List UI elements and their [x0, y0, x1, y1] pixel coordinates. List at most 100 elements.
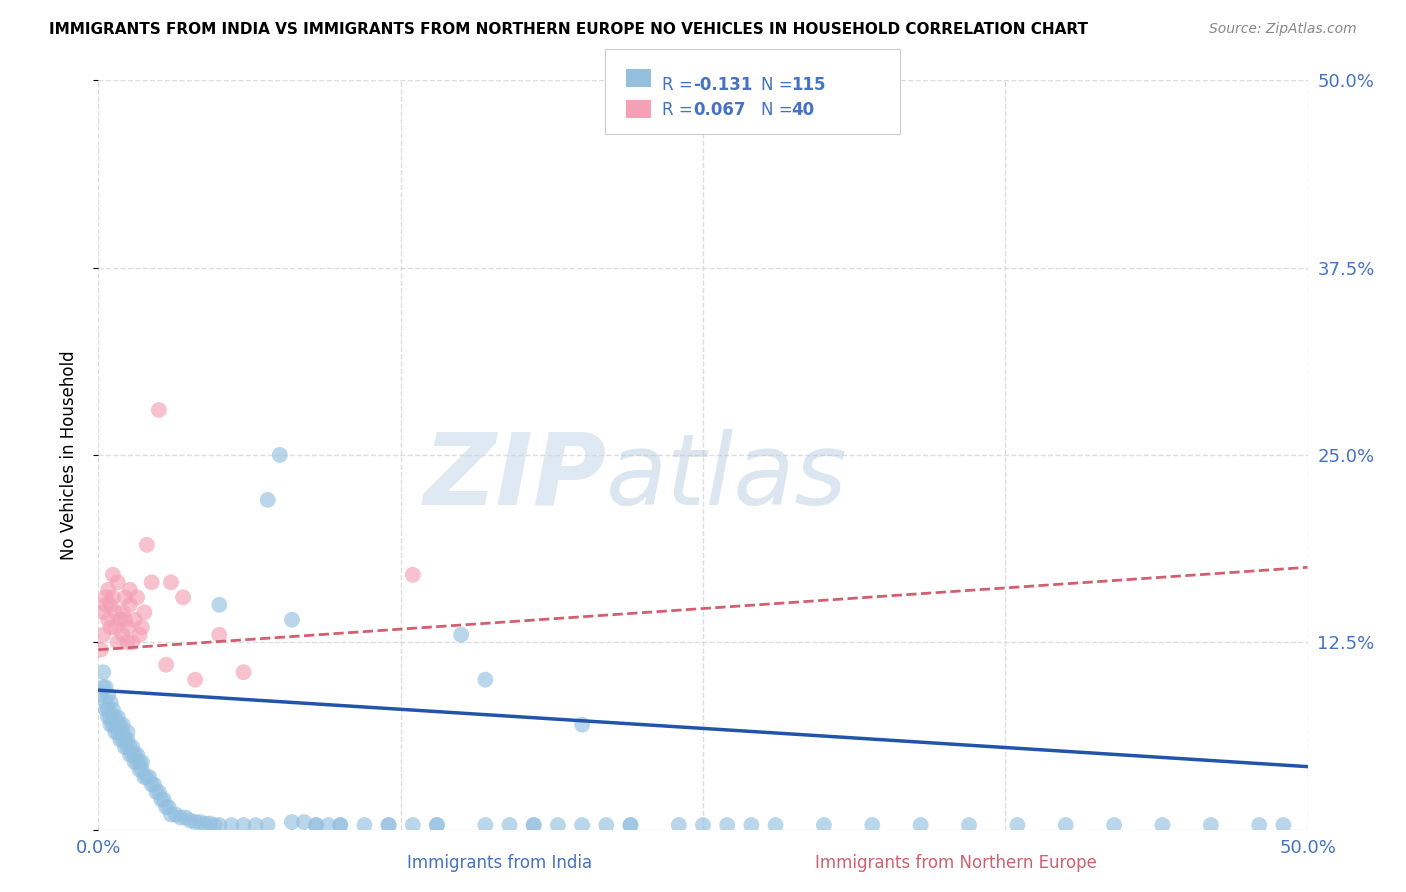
Point	[94, 703, 117, 717]
Text: 0.067: 0.067	[693, 101, 745, 119]
Point	[97, 703, 120, 717]
Point	[957, 818, 980, 832]
Point	[100, 717, 122, 731]
Point	[108, 725, 131, 739]
Point	[127, 591, 149, 605]
Point	[131, 620, 153, 634]
Text: Source: ZipAtlas.com: Source: ZipAtlas.com	[1209, 22, 1357, 37]
Point	[111, 725, 134, 739]
Point	[91, 680, 114, 694]
Point	[104, 605, 127, 619]
Point	[402, 818, 425, 832]
Point	[305, 818, 328, 832]
Point	[117, 740, 139, 755]
Point	[101, 703, 124, 717]
Point	[316, 818, 339, 832]
Point	[101, 710, 124, 724]
Point	[128, 628, 150, 642]
Point	[619, 818, 641, 832]
Point	[101, 567, 124, 582]
Point	[305, 818, 328, 832]
Point	[117, 732, 139, 747]
Point	[104, 725, 127, 739]
Point	[1102, 818, 1125, 832]
Point	[571, 717, 593, 731]
Point	[100, 620, 122, 634]
Point	[377, 818, 399, 832]
Point	[107, 635, 129, 649]
Point	[281, 815, 304, 830]
Point	[111, 732, 134, 747]
Point	[172, 591, 194, 605]
Point	[1199, 818, 1222, 832]
Point	[107, 575, 129, 590]
Point	[174, 811, 197, 825]
Point	[692, 818, 714, 832]
Point	[107, 717, 129, 731]
Point	[107, 710, 129, 724]
Text: atlas: atlas	[606, 429, 848, 526]
Point	[179, 814, 201, 828]
Point	[100, 695, 122, 709]
Point	[148, 785, 170, 799]
Point	[281, 613, 304, 627]
Point	[165, 807, 187, 822]
Point	[141, 575, 163, 590]
Point	[104, 710, 127, 724]
Point	[114, 740, 136, 755]
Point	[547, 818, 569, 832]
Point	[184, 815, 207, 830]
Point	[184, 673, 207, 687]
Point	[813, 818, 835, 832]
Point	[402, 567, 425, 582]
Point	[114, 591, 136, 605]
Point	[114, 732, 136, 747]
Point	[377, 818, 399, 832]
Point	[160, 807, 183, 822]
Point	[90, 642, 112, 657]
Point	[292, 815, 315, 830]
Text: 40: 40	[792, 101, 814, 119]
Point	[111, 628, 134, 642]
Point	[1054, 818, 1077, 832]
Point	[765, 818, 787, 832]
Point	[716, 818, 738, 832]
Point	[118, 598, 141, 612]
Point	[232, 818, 254, 832]
Point	[1272, 818, 1295, 832]
Point	[256, 492, 278, 507]
Point	[97, 582, 120, 597]
Point	[111, 605, 134, 619]
Point	[134, 770, 156, 784]
Point	[668, 818, 690, 832]
Point	[91, 605, 114, 619]
Point	[108, 717, 131, 731]
Point	[426, 818, 449, 832]
Point	[94, 680, 117, 694]
Point	[94, 695, 117, 709]
Point	[208, 598, 231, 612]
Point	[157, 800, 180, 814]
Point	[91, 628, 114, 642]
Text: 115: 115	[792, 76, 827, 94]
Point	[127, 755, 149, 769]
Point	[111, 717, 134, 731]
Point	[450, 628, 472, 642]
Point	[138, 770, 160, 784]
Point	[523, 818, 546, 832]
Point	[353, 818, 375, 832]
Point	[204, 818, 226, 832]
Text: N =: N =	[761, 76, 797, 94]
Point	[135, 770, 157, 784]
Text: Immigrants from Northern Europe: Immigrants from Northern Europe	[815, 855, 1097, 872]
Point	[91, 665, 114, 680]
Point	[90, 688, 112, 702]
Point	[107, 725, 129, 739]
Point	[104, 717, 127, 731]
Point	[145, 785, 167, 799]
Point	[128, 755, 150, 769]
Text: N =: N =	[761, 101, 797, 119]
Point	[194, 816, 217, 830]
Point	[117, 725, 139, 739]
Point	[127, 747, 149, 762]
